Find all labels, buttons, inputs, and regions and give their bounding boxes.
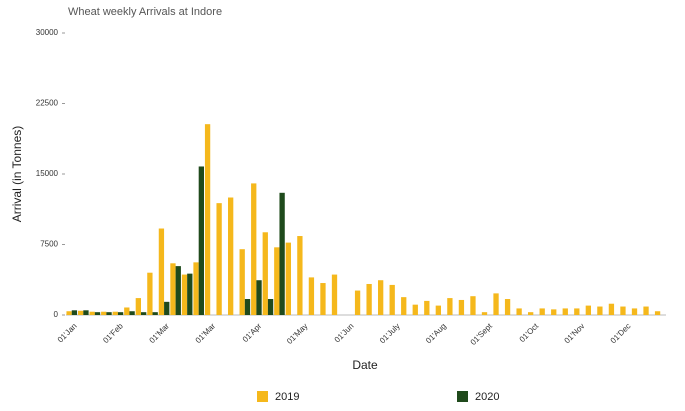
bar: [274, 247, 280, 315]
y-tick-label: 7500: [40, 240, 58, 249]
bar: [597, 306, 603, 315]
bar: [320, 283, 326, 315]
bar: [117, 312, 124, 315]
y-axis-label: Arrival (in Tonnes): [10, 126, 24, 222]
bar: [78, 310, 84, 315]
bar: [631, 308, 638, 315]
bar: [493, 293, 499, 315]
bar: [297, 236, 303, 315]
bar: [504, 299, 511, 315]
x-tick-label: 01'May: [285, 322, 309, 346]
x-tick-label: 01'Dec: [609, 322, 633, 346]
bar: [89, 311, 95, 315]
bar: [204, 124, 211, 316]
bar: [175, 266, 181, 315]
bar: [158, 228, 165, 315]
bar: [654, 311, 661, 315]
bar: [562, 308, 568, 315]
bar: [458, 299, 465, 315]
bar: [170, 263, 176, 315]
bar: [539, 308, 545, 315]
bar: [585, 305, 591, 315]
x-tick-label: 01'Apr: [241, 321, 264, 344]
x-tick-label: 01'Nov: [563, 322, 587, 346]
bar: [574, 308, 580, 315]
bar: [106, 312, 112, 315]
bar: [147, 272, 153, 315]
bar: [101, 311, 107, 315]
x-tick-label: 01'Mar: [194, 321, 218, 345]
bar: [308, 277, 315, 315]
bar: [141, 312, 147, 315]
bar: [643, 306, 649, 315]
y-tick-label: 15000: [36, 169, 59, 178]
bar: [187, 273, 193, 315]
bar: [66, 311, 72, 315]
bar: [285, 242, 291, 315]
bar: [135, 298, 141, 315]
bar: [256, 280, 262, 315]
bar: [267, 299, 274, 315]
bar: [164, 301, 170, 315]
bar: [181, 274, 188, 315]
bar: [129, 311, 135, 315]
bar: [331, 274, 338, 315]
bar: [71, 310, 78, 315]
y-tick-label: 22500: [36, 99, 59, 108]
x-tick-label: 01'Jun: [333, 322, 356, 345]
bar: [239, 249, 245, 315]
bar: [435, 305, 441, 315]
bar: [83, 310, 89, 315]
bar: [112, 311, 118, 315]
x-tick-label: 01'Feb: [101, 321, 125, 345]
bar: [198, 166, 204, 315]
bar: [228, 197, 234, 315]
legend-swatch: [257, 391, 268, 402]
chart-title: Wheat weekly Arrivals at Indore: [68, 6, 222, 18]
bar: [447, 298, 453, 315]
bar: [620, 306, 626, 315]
bar: [94, 312, 101, 315]
x-tick-label: 01'Mar: [148, 321, 172, 345]
bar: [279, 192, 285, 315]
bar: [251, 183, 257, 315]
x-tick-label: 01'July: [378, 322, 402, 346]
legend-label: 2020: [475, 391, 499, 403]
bar: [424, 300, 430, 315]
x-tick-label: 01'Sept: [469, 321, 495, 347]
bar: [366, 283, 372, 315]
bar: [216, 203, 222, 315]
x-axis-label: Date: [352, 358, 378, 372]
bar: [389, 284, 395, 315]
x-tick-label: 01'Jan: [56, 322, 79, 345]
bar: [401, 297, 407, 315]
x-tick-label: 01'Oct: [518, 321, 541, 344]
bar: [152, 312, 158, 315]
bar: [608, 303, 615, 315]
x-tick-label: 01'Aug: [424, 322, 448, 346]
legend-label: 2019: [275, 391, 299, 403]
bar: [551, 309, 557, 315]
bar: [470, 296, 476, 315]
legend-swatch: [457, 391, 468, 402]
bar: [481, 312, 488, 315]
bar: [516, 308, 522, 315]
bar: [412, 304, 418, 315]
bar: [262, 232, 268, 315]
bar: [528, 312, 534, 315]
bar: [244, 299, 251, 315]
bar: [193, 262, 199, 315]
bar: [124, 307, 130, 315]
y-tick-label: 30000: [36, 28, 59, 37]
bar: [354, 290, 361, 315]
bar: [378, 280, 384, 315]
y-tick-label: 0: [54, 310, 59, 319]
